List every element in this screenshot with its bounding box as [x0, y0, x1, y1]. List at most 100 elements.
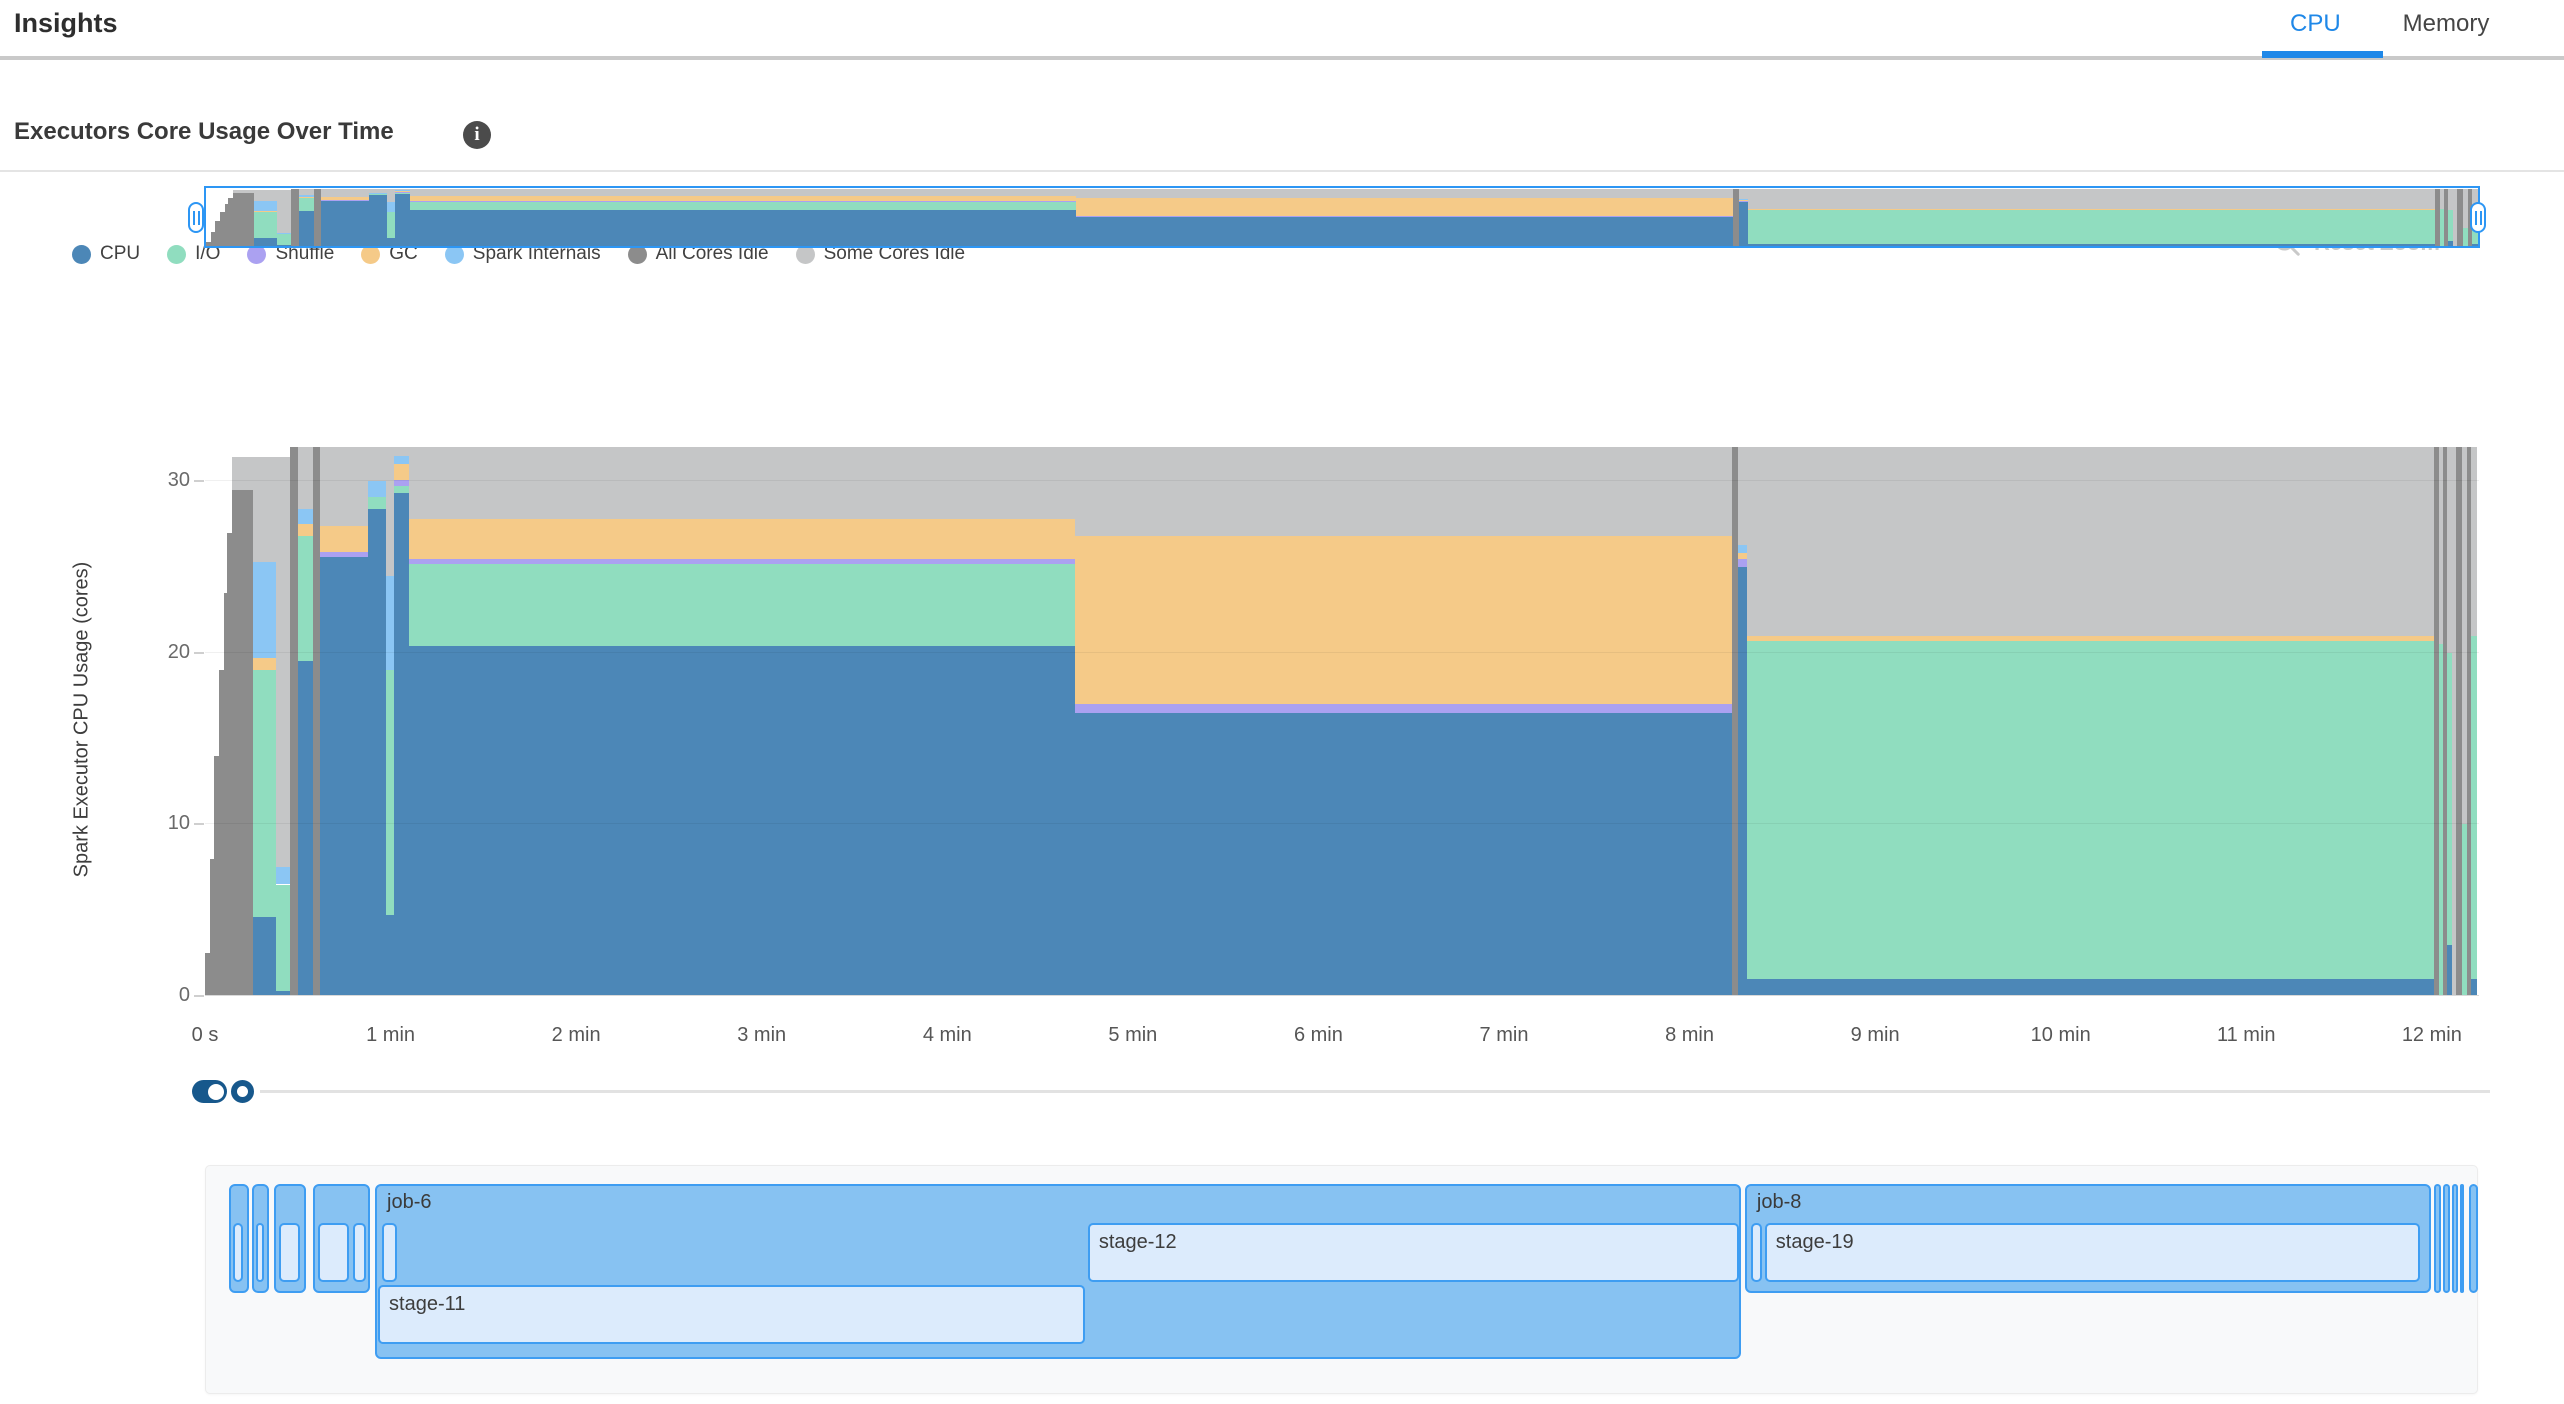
- legend-label: CPU: [100, 243, 141, 264]
- chart-segment-light: [2447, 447, 2453, 653]
- chart-segment-light: [394, 447, 410, 456]
- chart-segment-dark: [219, 212, 225, 246]
- chart-segment-io: [2440, 209, 2445, 246]
- chart-segment-io: [2448, 210, 2454, 241]
- chart-segment-light: [276, 190, 292, 233]
- slider-handle[interactable]: [231, 1080, 254, 1103]
- stage-bar-stage-19[interactable]: stage-19: [1764, 1223, 2420, 1282]
- chart-segment-dark: [223, 592, 228, 996]
- gridline: [205, 651, 2479, 653]
- chart-segment-cpu: [298, 211, 314, 246]
- chart-segment-light: [2453, 189, 2458, 246]
- info-icon[interactable]: i: [463, 121, 491, 149]
- chart-segment-internals: [1738, 199, 1749, 201]
- chart-segment-gc: [1738, 200, 1749, 201]
- y-tick-mark: [194, 651, 204, 654]
- chart-segment-cpu: [1076, 216, 1734, 246]
- slider-toggle[interactable]: [192, 1080, 227, 1103]
- legend-item-dark[interactable]: All Cores Idle: [627, 243, 769, 265]
- legend-item-io[interactable]: I/O: [167, 243, 220, 265]
- tab-memory[interactable]: Memory: [2402, 10, 2490, 37]
- chart-segment-dark: [215, 221, 220, 246]
- chart-segment-light: [2461, 447, 2468, 825]
- y-tick-label: 10: [167, 812, 190, 835]
- chart-segment-light: [2439, 447, 2444, 645]
- chart-segment-dark: [1732, 447, 1738, 996]
- chart-segment-light: [1737, 447, 1748, 545]
- chart-segment-gc: [409, 519, 1076, 559]
- stage-bar[interactable]: [233, 1223, 244, 1282]
- job-label: job-8: [1756, 1191, 1802, 1213]
- stage-label: stage-19: [1775, 1231, 1854, 1253]
- brush-chart: [206, 189, 2478, 246]
- chart-segment-dark: [291, 189, 299, 246]
- stage-bar[interactable]: [1750, 1223, 1762, 1282]
- chart-segment-light: [1076, 189, 1734, 199]
- chart-segment-io: [276, 234, 292, 246]
- chart-segment-cpu: [321, 200, 370, 246]
- cpu-usage-chart[interactable]: [205, 447, 2479, 996]
- chart-segment-gc: [254, 210, 277, 213]
- legend-item-cpu[interactable]: CPU: [72, 243, 140, 265]
- chart-segment-light: [410, 189, 1077, 197]
- slider-track[interactable]: [260, 1090, 2490, 1093]
- legend-item-internals[interactable]: Spark Internals: [444, 243, 601, 265]
- chart-segment-light: [368, 447, 386, 482]
- legend-item-light[interactable]: Some Cores Idle: [795, 243, 966, 265]
- y-tick-label: 30: [167, 469, 190, 492]
- chart-segment-io: [2447, 652, 2453, 945]
- chart-segment-gc: [1747, 635, 2434, 641]
- stage-bar-stage-11[interactable]: stage-11: [378, 1285, 1085, 1344]
- chart-segment-io: [2439, 644, 2444, 996]
- chart-legend: CPU I/O Shuffle GC Spark Internals All Cores …: [72, 243, 965, 265]
- chart-segment-cpu: [368, 508, 386, 996]
- chart-segment-shuffle: [1075, 704, 1733, 713]
- chart-segment-io: [385, 670, 395, 916]
- stage-bar-stage-12[interactable]: stage-12: [1087, 1223, 1739, 1282]
- legend-label: Some Cores Idle: [823, 243, 966, 264]
- chart-segment-io: [298, 198, 314, 212]
- chart-segment-cpu: [394, 493, 410, 996]
- y-tick-mark: [194, 823, 204, 826]
- stage-bar[interactable]: [278, 1223, 300, 1282]
- y-tick-label: 20: [167, 640, 190, 663]
- chart-segment-internals: [368, 481, 386, 497]
- chart-segment-cpu: [1748, 244, 2435, 246]
- job-timeline-panel: job-6 stage-12 stage-11 job-8 stage-19: [205, 1165, 2479, 1394]
- chart-segment-cpu: [253, 917, 276, 996]
- stage-bar[interactable]: [352, 1223, 366, 1282]
- timeline-brush[interactable]: [204, 186, 2480, 248]
- x-tick-label: 6 min: [1293, 1024, 1343, 1046]
- stage-bar[interactable]: [381, 1223, 397, 1282]
- tab-cpu[interactable]: CPU: [2290, 10, 2341, 37]
- x-tick-label: 11 min: [2216, 1024, 2276, 1046]
- chart-segment-io: [409, 563, 1076, 647]
- legend-dot-icon: [72, 244, 91, 264]
- job-bar[interactable]: [2451, 1184, 2459, 1293]
- legend-label: I/O: [195, 243, 221, 264]
- chart-segment-dark: [218, 670, 224, 996]
- chart-segment-light: [2448, 189, 2454, 211]
- chart-segment-light: [297, 447, 313, 509]
- x-tick-label: 1 min: [366, 1024, 416, 1046]
- brush-handle-left[interactable]: [188, 202, 204, 233]
- chart-segment-dark: [290, 447, 298, 996]
- gridline: [205, 823, 2479, 825]
- legend-dot-icon: [627, 244, 647, 264]
- job-bar[interactable]: [2433, 1184, 2441, 1293]
- legend-dot-icon: [167, 244, 187, 264]
- job-bar[interactable]: [2460, 1184, 2465, 1293]
- brush-handle-right[interactable]: [2470, 202, 2486, 233]
- legend-item-gc[interactable]: GC: [361, 243, 418, 265]
- job-bar[interactable]: [2443, 1184, 2450, 1293]
- chart-segment-light: [1747, 447, 2434, 636]
- job-bar[interactable]: [2469, 1184, 2479, 1293]
- chart-segment-shuffle: [394, 479, 410, 487]
- legend-item-shuffle[interactable]: Shuffle: [247, 243, 334, 265]
- chart-segment-io: [254, 212, 277, 238]
- x-tick-label: 12 min: [2401, 1024, 2462, 1046]
- legend-label: Spark Internals: [472, 243, 601, 264]
- stage-bar[interactable]: [317, 1223, 349, 1282]
- chart-segment-light: [386, 189, 396, 203]
- stage-bar[interactable]: [255, 1223, 265, 1282]
